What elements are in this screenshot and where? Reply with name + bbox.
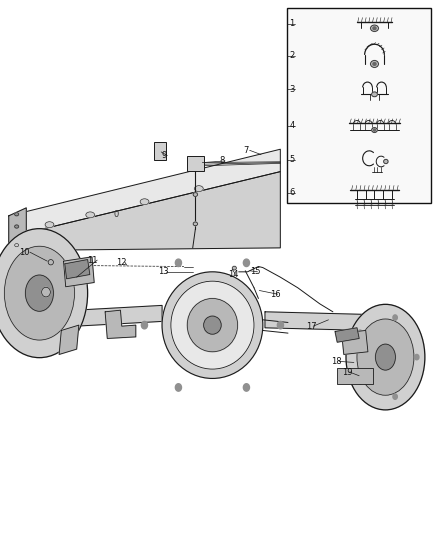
Ellipse shape: [48, 260, 53, 265]
Ellipse shape: [86, 212, 95, 218]
Text: 7: 7: [244, 146, 249, 155]
Polygon shape: [265, 312, 368, 330]
Text: 5: 5: [290, 156, 295, 164]
Ellipse shape: [193, 222, 198, 226]
Ellipse shape: [373, 63, 376, 65]
Ellipse shape: [232, 266, 237, 270]
Text: 4: 4: [290, 122, 295, 130]
Polygon shape: [105, 310, 136, 338]
Circle shape: [358, 330, 362, 335]
Text: 17: 17: [306, 322, 316, 330]
Polygon shape: [342, 330, 368, 354]
Ellipse shape: [194, 185, 203, 191]
Bar: [287, 8, 431, 203]
Ellipse shape: [384, 159, 388, 164]
Ellipse shape: [371, 92, 377, 97]
Text: 16: 16: [270, 290, 280, 298]
Circle shape: [277, 321, 283, 329]
Ellipse shape: [171, 281, 254, 369]
Ellipse shape: [371, 60, 378, 68]
Text: 1: 1: [290, 20, 295, 28]
Circle shape: [393, 394, 397, 399]
Text: 13: 13: [158, 268, 168, 276]
Ellipse shape: [193, 192, 198, 197]
Circle shape: [393, 315, 397, 320]
Text: 19: 19: [342, 368, 352, 376]
Ellipse shape: [373, 129, 376, 131]
Ellipse shape: [375, 344, 396, 370]
FancyBboxPatch shape: [337, 368, 373, 384]
Polygon shape: [9, 208, 26, 261]
Polygon shape: [9, 172, 280, 251]
Ellipse shape: [346, 304, 425, 410]
Ellipse shape: [204, 316, 221, 334]
Ellipse shape: [0, 229, 88, 358]
Ellipse shape: [140, 199, 149, 205]
Text: 15: 15: [250, 268, 260, 276]
Text: 8: 8: [219, 157, 224, 165]
Polygon shape: [46, 305, 162, 328]
Text: 14: 14: [228, 270, 238, 279]
Text: 2: 2: [290, 52, 295, 60]
Ellipse shape: [371, 127, 377, 133]
Ellipse shape: [14, 213, 18, 216]
Ellipse shape: [187, 298, 237, 352]
Ellipse shape: [162, 272, 263, 378]
Ellipse shape: [42, 287, 50, 297]
Ellipse shape: [357, 319, 414, 395]
Text: 0: 0: [113, 211, 118, 220]
Text: 12: 12: [117, 258, 127, 266]
Circle shape: [175, 259, 181, 266]
Circle shape: [358, 379, 362, 384]
Circle shape: [414, 354, 419, 360]
Ellipse shape: [25, 275, 53, 311]
Polygon shape: [64, 257, 94, 287]
Ellipse shape: [14, 225, 18, 228]
Ellipse shape: [45, 222, 54, 228]
Ellipse shape: [371, 25, 378, 31]
Circle shape: [141, 321, 148, 329]
FancyBboxPatch shape: [187, 156, 204, 171]
Polygon shape: [335, 328, 359, 342]
Circle shape: [175, 384, 181, 391]
Polygon shape: [65, 260, 90, 279]
Text: 18: 18: [331, 357, 342, 366]
Text: 3: 3: [290, 85, 295, 93]
Text: 9: 9: [162, 151, 167, 160]
Text: 11: 11: [87, 256, 97, 264]
Text: 6: 6: [290, 189, 295, 197]
Circle shape: [244, 259, 250, 266]
Text: 10: 10: [19, 248, 29, 256]
Polygon shape: [9, 149, 280, 237]
Ellipse shape: [14, 244, 18, 247]
Polygon shape: [59, 325, 79, 354]
Ellipse shape: [373, 27, 376, 29]
FancyBboxPatch shape: [154, 142, 166, 160]
Circle shape: [244, 384, 250, 391]
Ellipse shape: [4, 246, 74, 340]
